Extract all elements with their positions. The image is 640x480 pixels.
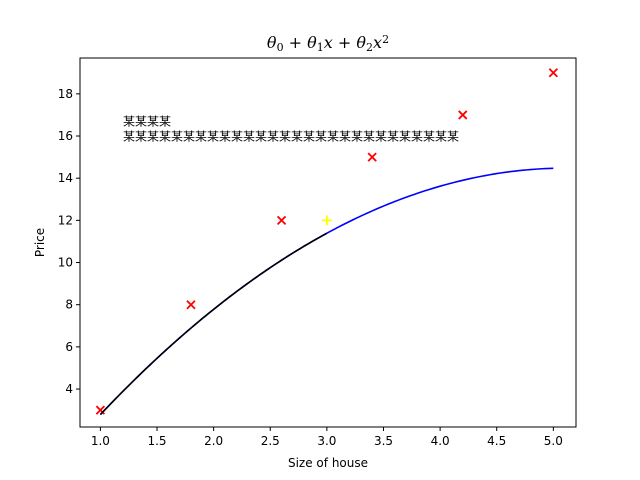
fit-curve-black: [99, 232, 328, 416]
x-tick-label: 3.5: [374, 434, 393, 448]
data-point-x-marker: [458, 110, 468, 120]
y-axis-label: Price: [33, 228, 47, 257]
y-tick-label: 16: [58, 129, 73, 143]
y-tick-label: 8: [65, 298, 73, 312]
y-tick-label: 6: [65, 340, 73, 354]
x-axis-label: Size of house: [288, 456, 368, 470]
x-tick-label: 2.5: [261, 434, 280, 448]
y-tick-label: 14: [58, 171, 73, 185]
x-tick-label: 2.0: [204, 434, 223, 448]
x-tick-label: 4.5: [487, 434, 506, 448]
fit-curve-blue: [99, 167, 554, 416]
annotation-line-1: 某某某某: [123, 114, 171, 128]
x-tick-label: 5.0: [544, 434, 563, 448]
y-tick-label: 12: [58, 213, 73, 227]
data-point-x-marker: [548, 68, 558, 78]
y-tick-label: 18: [58, 87, 73, 101]
annotation-line-2: 某某某某某某某某某某某某某某某某某某某某某某某某某某某某: [123, 129, 459, 143]
x-tick-label: 4.0: [431, 434, 450, 448]
y-tick-label: 4: [65, 382, 73, 396]
x-tick-label: 1.5: [147, 434, 166, 448]
chart-title: θ0 + θ1x + θ2x2: [267, 33, 389, 54]
y-tick-label: 10: [58, 256, 73, 270]
axes-frame: [79, 57, 577, 428]
data-point-x-marker: [276, 215, 287, 225]
x-tick-label: 1.0: [91, 434, 110, 448]
data-point-x-marker: [367, 152, 377, 162]
x-tick-label: 3.0: [317, 434, 336, 448]
data-point-x-marker: [186, 300, 196, 310]
data-point-plus-marker: [321, 215, 332, 226]
data-point-x-marker: [95, 405, 106, 415]
